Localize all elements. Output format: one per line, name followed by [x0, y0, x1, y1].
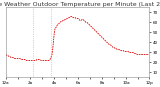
Title: Milwaukee Weather Outdoor Temperature per Minute (Last 24 Hours): Milwaukee Weather Outdoor Temperature pe… [0, 2, 160, 7]
